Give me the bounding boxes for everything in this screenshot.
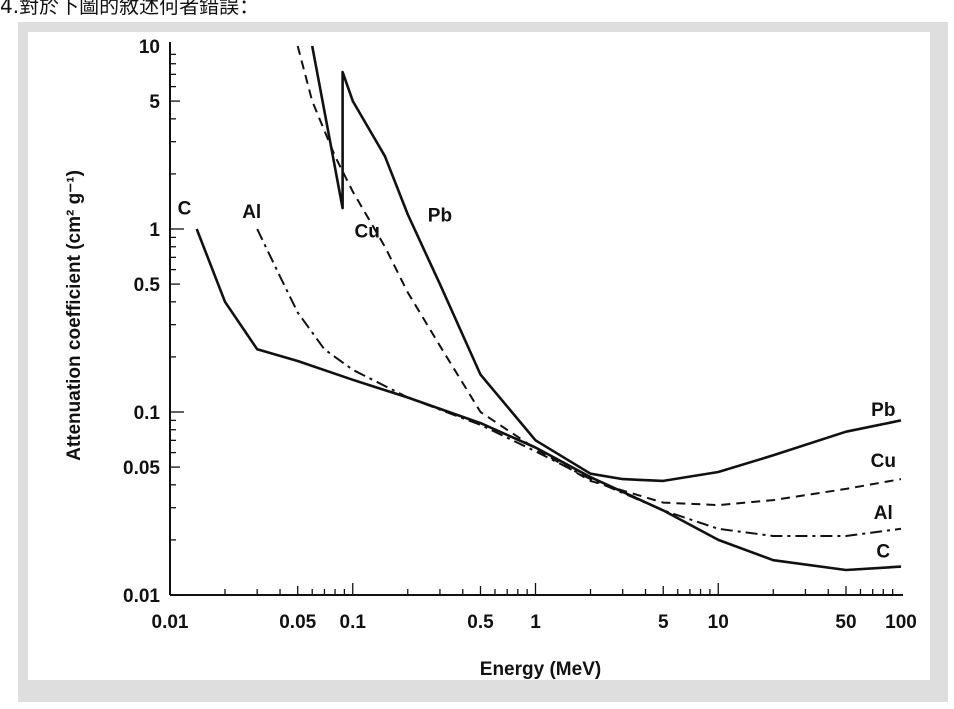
series-label-cu: Cu	[355, 221, 380, 242]
x-tick-label: 0.05	[279, 612, 316, 633]
y-tick-label: 0.05	[123, 458, 160, 479]
x-tick-label: 5	[658, 612, 669, 633]
series-label-al: Al	[874, 503, 893, 524]
label-layer: C Al Cu Pb Pb Cu Al C	[178, 199, 896, 563]
figure-frame: 0.01 0.05 0.1 0.5 1 5 10 50 100 10 5 1 0.5 0.1 0.05 0.0…	[18, 22, 948, 702]
series-label-al: Al	[242, 202, 261, 223]
y-tick-label: 0.5	[134, 275, 161, 296]
y-tick-label: 5	[149, 92, 160, 113]
series-layer	[195, 45, 902, 572]
y-tick-label: 0.01	[123, 586, 160, 607]
y-tick-label: 0.1	[134, 403, 161, 424]
x-tick-label: 50	[835, 612, 856, 633]
series-label-c: C	[178, 199, 192, 220]
x-tick-label: 1	[530, 612, 541, 633]
y-axis-label: Attenuation coefficient (cm² g⁻¹)	[64, 170, 85, 461]
series-label-cu: Cu	[871, 451, 896, 472]
axes: 0.01 0.05 0.1 0.5 1 5 10 50 100 10 5 1 0.5 0.1 0.05 0.0…	[64, 37, 917, 680]
attenuation-chart: 0.01 0.05 0.1 0.5 1 5 10 50 100 10 5 1 0.5 0.1 0.05 0.0…	[28, 32, 930, 680]
series-label-c: C	[876, 542, 890, 563]
y-tick-label: 10	[139, 37, 160, 58]
series-label-pb: Pb	[871, 400, 895, 421]
x-axis-label: Energy (MeV)	[480, 659, 601, 680]
series-label-pb: Pb	[428, 205, 452, 226]
series-line-al	[256, 228, 902, 537]
series-line-cu	[296, 45, 902, 507]
plot-background	[28, 32, 930, 680]
series-line-c	[195, 228, 902, 572]
x-tick-label: 100	[885, 612, 917, 633]
x-tick-label: 0.5	[467, 612, 494, 633]
x-tick-label: 0.1	[340, 612, 367, 633]
series-line-pb	[310, 45, 902, 483]
x-tick-label: 0.01	[152, 612, 189, 633]
question-caption: 4.對於下圖的敘述何者錯誤：	[0, 0, 260, 18]
y-tick-label: 1	[149, 220, 160, 241]
x-tick-label: 10	[708, 612, 729, 633]
